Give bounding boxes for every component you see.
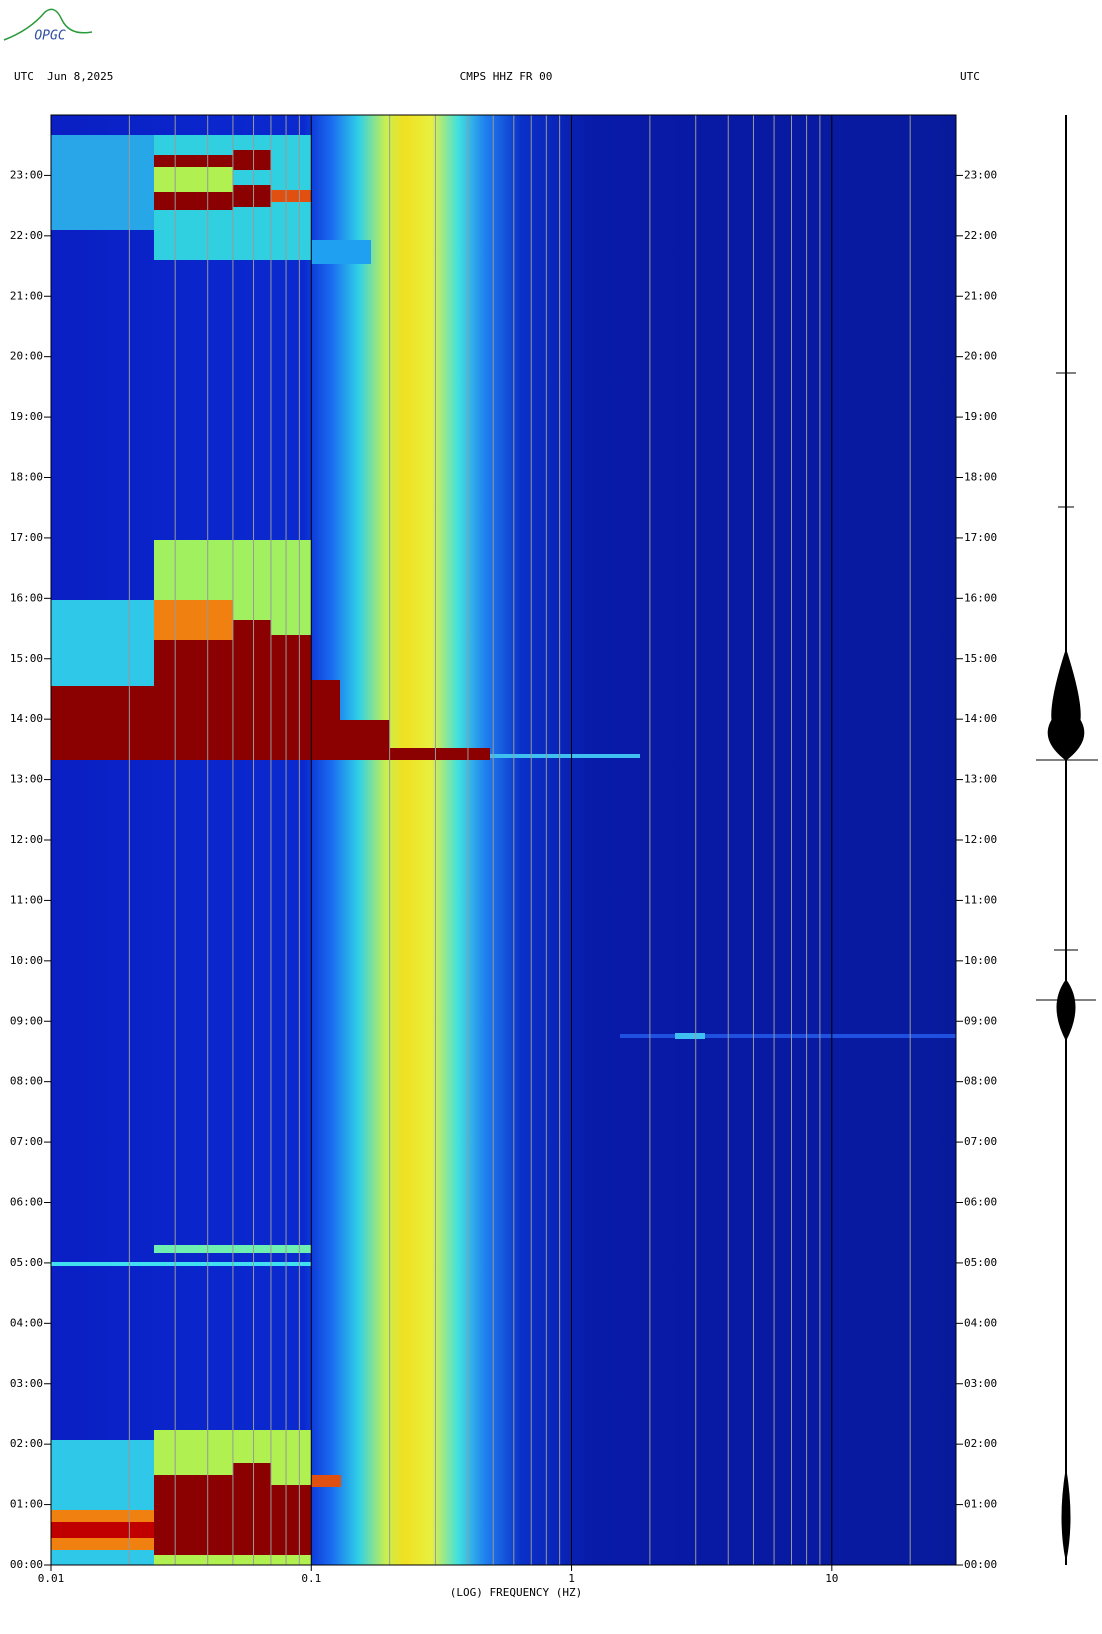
- y-tick-label: 05:00: [964, 1256, 997, 1269]
- y-tick-label: 19:00: [964, 410, 997, 423]
- y-tick-label: 04:00: [10, 1316, 43, 1329]
- y-tick-label: 14:00: [964, 712, 997, 725]
- y-tick-label: 18:00: [964, 471, 997, 484]
- y-tick-label: 09:00: [964, 1014, 997, 1027]
- y-tick-label: 13:00: [10, 773, 43, 786]
- y-tick-label: 12:00: [10, 833, 43, 846]
- y-tick-label: 08:00: [10, 1075, 43, 1088]
- y-tick-label: 22:00: [10, 229, 43, 242]
- y-tick-label: 20:00: [10, 350, 43, 363]
- spectrogram: [51, 115, 956, 1565]
- y-tick-label: 16:00: [964, 591, 997, 604]
- y-tick-label: 11:00: [10, 893, 43, 906]
- y-tick-label: 07:00: [10, 1135, 43, 1148]
- left-header: UTC Jun 8,2025: [14, 70, 113, 83]
- y-tick-label: 06:00: [10, 1196, 43, 1209]
- y-tick-label: 06:00: [964, 1196, 997, 1209]
- y-tick-label: 23:00: [964, 168, 997, 181]
- y-tick-label: 17:00: [10, 531, 43, 544]
- y-tick-label: 17:00: [964, 531, 997, 544]
- y-tick-label: 01:00: [10, 1498, 43, 1511]
- y-tick-label: 11:00: [964, 893, 997, 906]
- y-tick-label: 14:00: [10, 712, 43, 725]
- y-tick-label: 04:00: [964, 1316, 997, 1329]
- y-tick-label: 22:00: [964, 229, 997, 242]
- x-tick-label: 0.01: [38, 1572, 65, 1585]
- y-tick-label: 02:00: [964, 1437, 997, 1450]
- y-tick-label: 19:00: [10, 410, 43, 423]
- y-tick-label: 20:00: [964, 350, 997, 363]
- logo-text: OPGC: [34, 29, 65, 44]
- y-tick-label: 18:00: [10, 471, 43, 484]
- y-tick-label: 10:00: [10, 954, 43, 967]
- x-tick-label: 10: [825, 1572, 838, 1585]
- x-axis-label: (LOG) FREQUENCY (HZ): [450, 1586, 582, 1599]
- y-tick-label: 23:00: [10, 168, 43, 181]
- y-tick-label: 08:00: [964, 1075, 997, 1088]
- y-tick-label: 21:00: [10, 289, 43, 302]
- y-tick-label: 01:00: [964, 1498, 997, 1511]
- y-tick-label: 02:00: [10, 1437, 43, 1450]
- y-tick-label: 00:00: [10, 1558, 43, 1571]
- x-tick-label: 0.1: [301, 1572, 321, 1585]
- y-tick-label: 21:00: [964, 289, 997, 302]
- y-tick-label: 00:00: [964, 1558, 997, 1571]
- y-tick-label: 15:00: [964, 652, 997, 665]
- y-tick-label: 09:00: [10, 1014, 43, 1027]
- y-tick-label: 10:00: [964, 954, 997, 967]
- y-tick-label: 03:00: [964, 1377, 997, 1390]
- right-header: UTC: [960, 70, 980, 83]
- chart-title: CMPS HHZ FR 00: [460, 70, 553, 83]
- y-tick-label: 15:00: [10, 652, 43, 665]
- y-tick-label: 13:00: [964, 773, 997, 786]
- x-tick-label: 1: [568, 1572, 575, 1585]
- y-tick-label: 05:00: [10, 1256, 43, 1269]
- logo: OPGC: [3, 8, 93, 44]
- seismogram: [1036, 115, 1098, 1565]
- y-tick-label: 03:00: [10, 1377, 43, 1390]
- y-tick-label: 07:00: [964, 1135, 997, 1148]
- y-tick-label: 16:00: [10, 591, 43, 604]
- y-tick-label: 12:00: [964, 833, 997, 846]
